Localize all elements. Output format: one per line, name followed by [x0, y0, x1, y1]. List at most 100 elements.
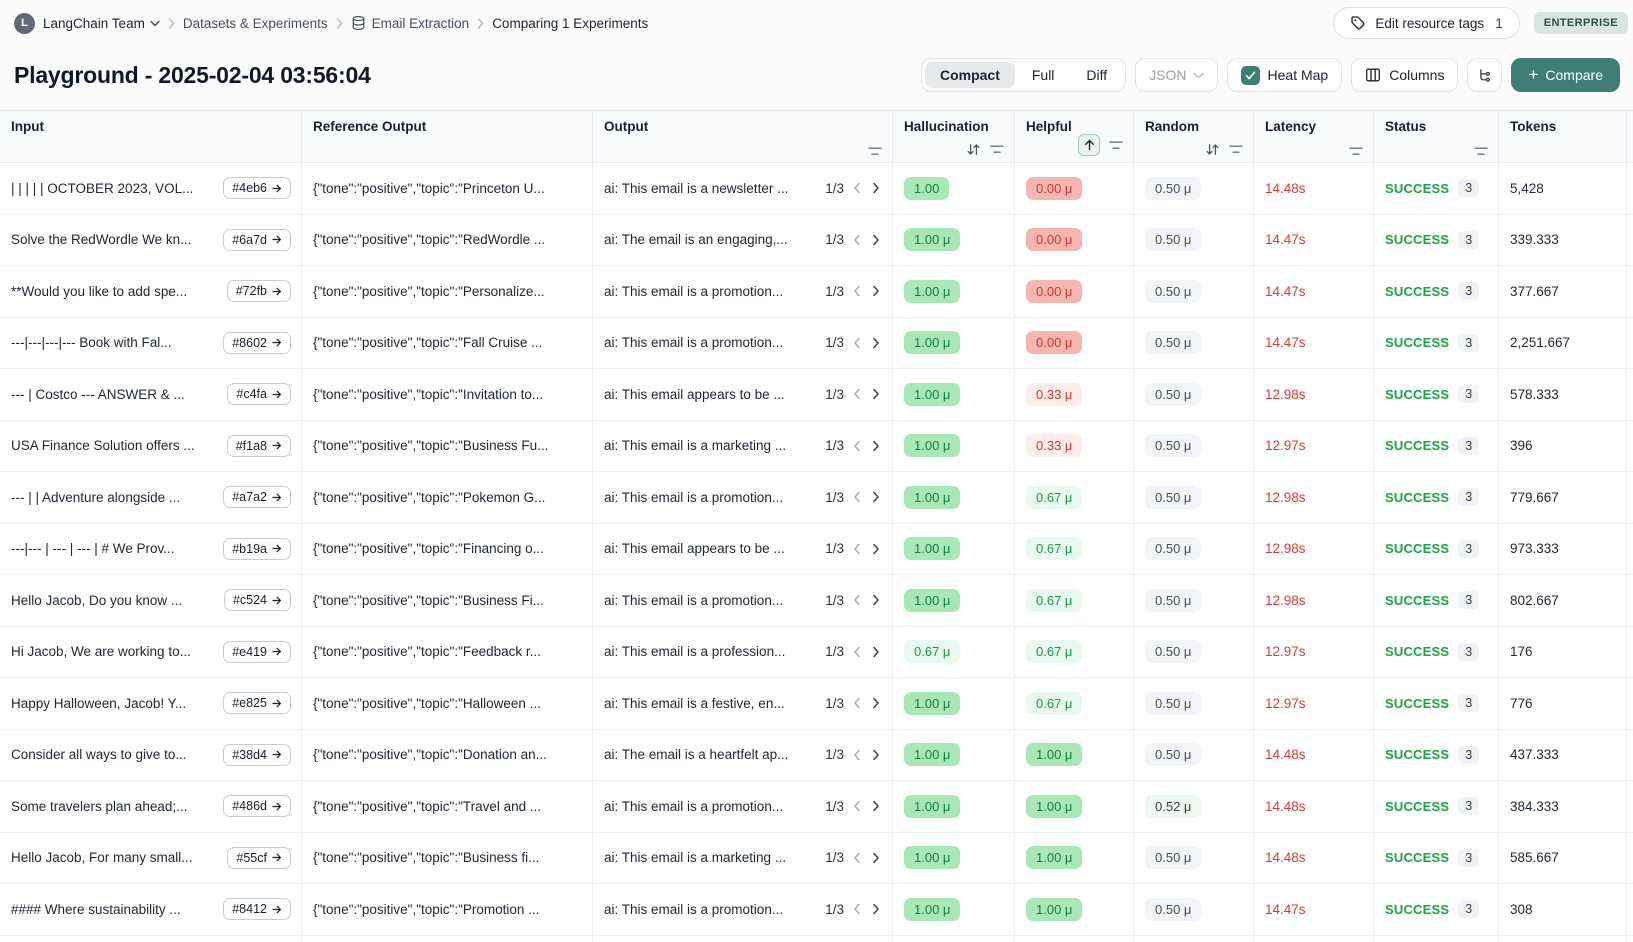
edit-resource-tags-button[interactable]: Edit resource tags 1	[1333, 7, 1520, 39]
compare-button[interactable]: + Compare	[1511, 58, 1620, 92]
previous-repetition-button[interactable]	[851, 335, 863, 351]
heat-map-checkbox[interactable]	[1240, 65, 1260, 85]
previous-repetition-button[interactable]	[851, 489, 863, 505]
helpful-score-cell: 0.00 μ	[1015, 317, 1134, 368]
previous-repetition-button[interactable]	[851, 541, 863, 557]
previous-repetition-button[interactable]	[851, 644, 863, 660]
previous-repetition-button[interactable]	[851, 850, 863, 866]
trace-tree-button[interactable]	[1467, 58, 1503, 92]
example-link-chip[interactable]: #4eb6	[223, 177, 291, 200]
reference-output-text: {"tone":"positive","topic":"Promotion ..…	[313, 901, 540, 917]
previous-repetition-button[interactable]	[851, 592, 863, 608]
breadcrumb-datasets[interactable]: Datasets & Experiments	[182, 15, 328, 31]
input-cell: ---|---|---|--- Book with Fal... #8602	[0, 317, 302, 368]
previous-repetition-button[interactable]	[851, 747, 863, 763]
breadcrumb-dataset[interactable]: Email Extraction	[351, 15, 469, 31]
example-id: #e825	[232, 696, 267, 711]
status-cell: SUCCESS 3	[1374, 317, 1499, 368]
input-text: | | | | | OCTOBER 2023, VOL...	[11, 180, 194, 196]
reference-output-text: {"tone":"positive","topic":"Travel and .…	[313, 798, 542, 814]
chevron-right-icon	[336, 17, 343, 29]
filter-icon[interactable]	[990, 145, 1004, 154]
next-repetition-button[interactable]	[870, 180, 882, 196]
previous-repetition-button[interactable]	[851, 283, 863, 299]
helpful-score-badge: 0.67 μ	[1026, 485, 1083, 509]
next-repetition-button[interactable]	[870, 850, 882, 866]
input-cell: **Would you like to add spe... #72fb	[0, 266, 302, 317]
tokens-cell: 5,428	[1499, 163, 1627, 214]
empty-cell	[893, 935, 1015, 942]
latency-cell: 14.48s	[1254, 781, 1374, 832]
repetition-pager: 1/3	[825, 283, 844, 299]
helpful-score-badge: 0.67 μ	[1026, 588, 1083, 612]
next-repetition-button[interactable]	[870, 798, 882, 814]
filter-icon[interactable]	[1109, 141, 1123, 150]
previous-repetition-button[interactable]	[851, 695, 863, 711]
output-cell: ai: This email is a promotion... 1/3	[593, 575, 893, 626]
filter-icon[interactable]	[1474, 147, 1488, 156]
next-repetition-button[interactable]	[870, 283, 882, 299]
team-menu[interactable]: LangChain Team	[43, 16, 160, 31]
tokens-value: 973.333	[1510, 541, 1559, 557]
example-link-chip[interactable]: #b19a	[223, 537, 291, 560]
next-repetition-button[interactable]	[870, 901, 882, 917]
empty-cell	[302, 935, 593, 942]
next-repetition-button[interactable]	[870, 438, 882, 454]
filter-icon[interactable]	[1349, 147, 1363, 156]
example-link-chip[interactable]: #38d4	[223, 743, 291, 766]
next-repetition-button[interactable]	[870, 747, 882, 763]
next-repetition-button[interactable]	[870, 592, 882, 608]
columns-button[interactable]: Columns	[1351, 58, 1459, 92]
tokens-cell: 776	[1499, 678, 1627, 729]
example-link-chip[interactable]: #e825	[223, 692, 291, 715]
example-link-chip[interactable]: #c524	[223, 589, 291, 612]
filter-icon[interactable]	[1229, 145, 1243, 154]
status-cell: SUCCESS 3	[1374, 163, 1499, 214]
sort-icon[interactable]	[966, 143, 981, 156]
next-repetition-button[interactable]	[870, 232, 882, 248]
previous-repetition-button[interactable]	[851, 901, 863, 917]
view-mode-full[interactable]: Full	[1031, 67, 1055, 83]
view-mode-diff[interactable]: Diff	[1086, 67, 1108, 83]
example-link-chip[interactable]: #6a7d	[223, 228, 291, 251]
previous-repetition-button[interactable]	[851, 798, 863, 814]
next-repetition-button[interactable]	[870, 695, 882, 711]
tokens-cell: 339.333	[1499, 214, 1627, 265]
previous-repetition-button[interactable]	[851, 386, 863, 402]
status-cell: SUCCESS 3	[1374, 266, 1499, 317]
example-link-chip[interactable]: #8412	[223, 898, 291, 921]
previous-repetition-button[interactable]	[851, 438, 863, 454]
hallucination-score-badge: 1.00 μ	[904, 537, 961, 561]
example-link-chip[interactable]: #72fb	[226, 280, 291, 303]
previous-repetition-button[interactable]	[851, 180, 863, 196]
heat-map-toggle[interactable]: Heat Map	[1226, 58, 1343, 92]
format-select[interactable]: JSON	[1135, 58, 1218, 92]
sort-ascending-icon[interactable]	[1078, 134, 1100, 156]
next-repetition-button[interactable]	[870, 644, 882, 660]
tokens-cell: 384.333	[1499, 781, 1627, 832]
reference-output-text: {"tone":"positive","topic":"Personalize.…	[313, 283, 545, 299]
next-repetition-button[interactable]	[870, 335, 882, 351]
input-text: ---|--- | --- | --- | # We Prov...	[11, 541, 175, 557]
previous-repetition-button[interactable]	[851, 232, 863, 248]
example-link-chip[interactable]: #8602	[223, 331, 291, 354]
output-cell: ai: This email is a promotion... 1/3	[593, 317, 893, 368]
example-link-chip[interactable]: #55cf	[227, 846, 291, 869]
sort-icon[interactable]	[1205, 143, 1220, 156]
latency-value: 14.47s	[1265, 901, 1306, 917]
example-link-chip[interactable]: #a7a2	[223, 486, 291, 509]
columns-label: Columns	[1389, 67, 1445, 83]
next-repetition-button[interactable]	[870, 489, 882, 505]
view-mode-compact[interactable]: Compact	[924, 62, 1015, 88]
random-score-badge: 0.50 μ	[1145, 434, 1202, 458]
repetition-pager: 1/3	[825, 386, 844, 402]
example-link-chip[interactable]: #e419	[223, 640, 291, 663]
reference-output-cell: {"tone":"positive","topic":"Pokemon G...	[302, 472, 593, 523]
next-repetition-button[interactable]	[870, 541, 882, 557]
next-repetition-button[interactable]	[870, 386, 882, 402]
example-link-chip[interactable]: #486d	[223, 795, 291, 818]
example-link-chip[interactable]: #c4fa	[227, 383, 291, 406]
example-id: #55cf	[236, 850, 267, 865]
filter-icon[interactable]	[868, 147, 882, 156]
example-link-chip[interactable]: #f1a8	[226, 434, 291, 457]
